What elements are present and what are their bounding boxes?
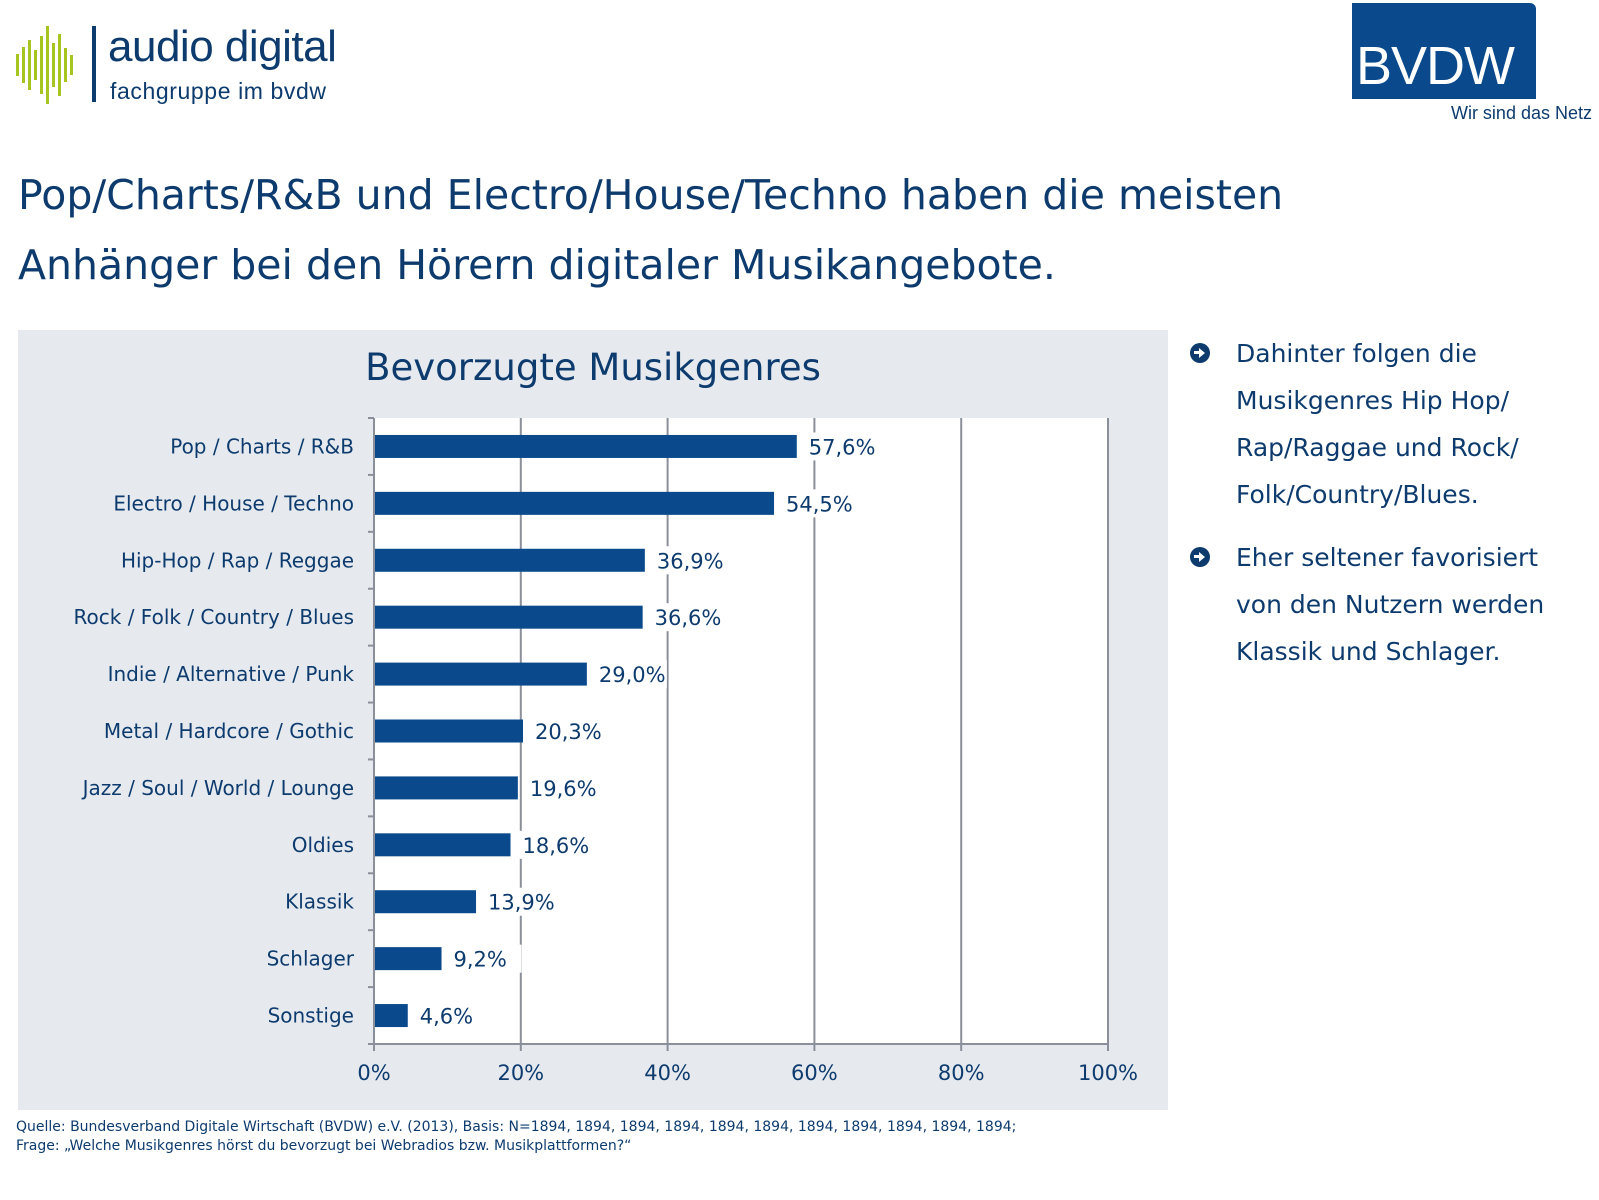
soundwave-bar bbox=[22, 47, 25, 83]
category-label: Oldies bbox=[292, 833, 354, 857]
bar bbox=[375, 548, 645, 572]
page-headline: Pop/Charts/R&B und Electro/House/Techno … bbox=[18, 171, 1284, 289]
category-label: Indie / Alternative / Punk bbox=[108, 662, 355, 686]
bvdw-logo-text: BVDW bbox=[1356, 36, 1515, 96]
logo-title: audio digital bbox=[108, 22, 337, 71]
bvdw-tagline: Wir sind das Netz bbox=[1450, 103, 1592, 123]
data-label: 19,6% bbox=[530, 777, 597, 801]
soundwave-icon bbox=[16, 26, 78, 104]
data-label-bg bbox=[780, 489, 855, 518]
data-label: 4,6% bbox=[420, 1005, 473, 1029]
audio-digital-logo: audio digital fachgruppe im bvdw bbox=[16, 22, 396, 108]
chart-panel: Bevorzugte Musikgenres 0% 20% 40% 60% 80% 100… bbox=[18, 330, 1168, 1110]
source-note: Quelle: Bundesverband Digitale Wirtschaf… bbox=[16, 1119, 1017, 1135]
data-label: 20,3% bbox=[535, 720, 602, 744]
soundwave-bar bbox=[16, 54, 19, 76]
data-label: 36,9% bbox=[657, 549, 724, 573]
bullet-item: Eher seltener favorisiert von den Nutzer… bbox=[1190, 534, 1590, 675]
category-label: Klassik bbox=[285, 890, 354, 914]
bar bbox=[375, 662, 587, 686]
x-tick-label: 40% bbox=[644, 1061, 691, 1085]
bvdw-logo-box: BVDW bbox=[1352, 3, 1536, 99]
bar bbox=[375, 890, 477, 914]
x-tick-label: 0% bbox=[357, 1061, 390, 1085]
category-label: Jazz / Soul / World / Lounge bbox=[81, 776, 354, 800]
category-label: Electro / House / Techno bbox=[113, 491, 354, 515]
bar bbox=[375, 434, 797, 458]
x-tick-label: 20% bbox=[497, 1061, 544, 1085]
soundwave-bar bbox=[52, 43, 55, 87]
category-label: Hip-Hop / Rap / Reggae bbox=[121, 548, 354, 572]
soundwave-bar bbox=[58, 34, 61, 96]
soundwave-bar bbox=[28, 40, 31, 90]
data-label: 36,6% bbox=[655, 606, 722, 630]
category-label: Pop / Charts / R&B bbox=[170, 434, 354, 458]
data-label-bg bbox=[447, 944, 522, 973]
arrow-circle-right-icon bbox=[1190, 547, 1210, 567]
logo-subtitle: fachgruppe im bvdw bbox=[110, 78, 327, 104]
soundwave-bar bbox=[46, 26, 49, 104]
question-note: Frage: „Welche Musikgenres hörst du bevo… bbox=[16, 1138, 632, 1154]
arrow-circle-right-icon bbox=[1190, 343, 1210, 363]
soundwave-bar bbox=[70, 55, 73, 75]
bullet-list: Dahinter folgen die Musikgenres Hip Hop/… bbox=[1190, 330, 1590, 691]
data-label-bg bbox=[482, 887, 557, 916]
bullet-item: Dahinter folgen die Musikgenres Hip Hop/… bbox=[1190, 330, 1590, 518]
x-tick-label: 100% bbox=[1078, 1061, 1138, 1085]
bullet-text: Dahinter folgen die Musikgenres Hip Hop/… bbox=[1236, 339, 1519, 509]
category-label: Schlager bbox=[267, 947, 355, 971]
data-label-bg bbox=[648, 603, 723, 632]
x-tick-label: 60% bbox=[791, 1061, 838, 1085]
bar bbox=[375, 947, 442, 971]
bar bbox=[375, 833, 511, 857]
bvdw-logo: BVDW Wir sind das Netz bbox=[1352, 3, 1592, 128]
soundwave-bar bbox=[40, 36, 43, 94]
category-label: Rock / Folk / Country / Blues bbox=[74, 605, 354, 629]
footer-source: Quelle: Bundesverband Digitale Wirtschaf… bbox=[16, 1118, 1016, 1156]
data-label-bg bbox=[516, 830, 591, 859]
data-label: 18,6% bbox=[523, 834, 590, 858]
bar bbox=[375, 1004, 408, 1028]
bar-chart: 0% 20% 40% 60% 80% 100% 57,6% Pop / Charts / R&… bbox=[74, 417, 1138, 1085]
soundwave-bar bbox=[64, 48, 67, 82]
soundwave-bar bbox=[34, 50, 37, 80]
bar bbox=[375, 605, 643, 629]
data-label-bg bbox=[650, 546, 725, 575]
bar bbox=[375, 491, 775, 515]
data-label: 57,6% bbox=[809, 435, 876, 459]
bar bbox=[375, 719, 524, 743]
bullet-text: Eher seltener favorisiert von den Nutzer… bbox=[1236, 543, 1545, 666]
data-label: 54,5% bbox=[786, 492, 853, 516]
data-label-bg bbox=[802, 432, 877, 461]
data-label-bg bbox=[529, 717, 604, 745]
data-label: 9,2% bbox=[454, 948, 507, 972]
category-label: Metal / Hardcore / Gothic bbox=[104, 719, 354, 743]
data-label-bg bbox=[523, 773, 598, 802]
data-label: 29,0% bbox=[599, 663, 666, 687]
chart-title: Bevorzugte Musikgenres bbox=[365, 346, 821, 389]
category-label: Sonstige bbox=[268, 1004, 354, 1028]
data-label-bg bbox=[413, 1001, 488, 1030]
data-label-bg bbox=[592, 660, 667, 689]
data-label: 13,9% bbox=[488, 891, 555, 915]
bar bbox=[375, 776, 518, 800]
logo-divider bbox=[92, 26, 96, 102]
x-tick-label: 80% bbox=[938, 1061, 985, 1085]
